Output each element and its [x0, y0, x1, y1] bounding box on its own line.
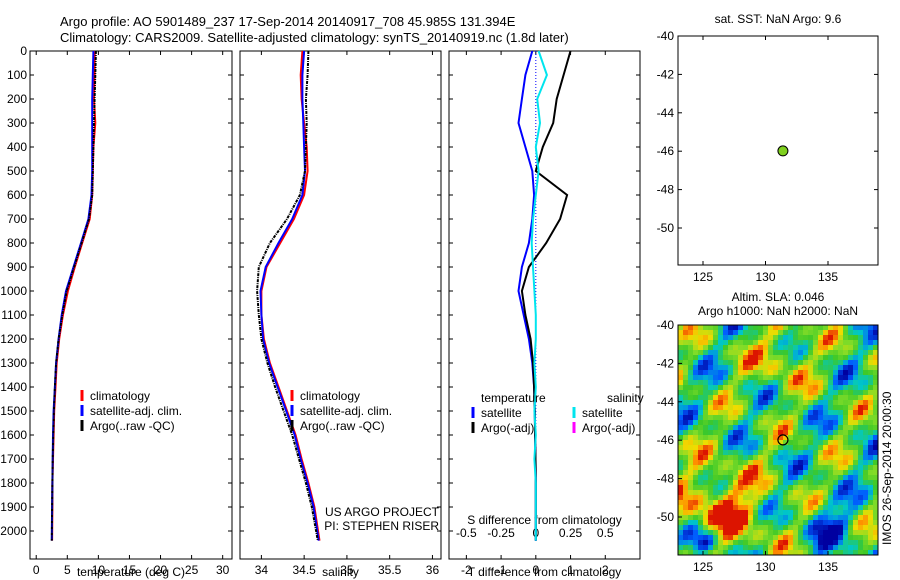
sla-map-y-tick-label: -48 — [657, 472, 675, 486]
sst-map-x-tick-label: 130 — [755, 270, 775, 284]
sst-map-y-tick-label: -40 — [657, 29, 675, 43]
sla-map-y-tick-label: -46 — [657, 433, 675, 447]
depth-tick-label: 1000 — [0, 284, 27, 298]
depth-tick-label: 1800 — [0, 476, 27, 490]
argo-position-marker — [777, 145, 789, 157]
climatology-title: Climatology: CARS2009. Satellite-adjuste… — [60, 30, 569, 45]
difference-x-tick-label: -2 — [461, 563, 472, 577]
sla-map-x-tick-label: 125 — [693, 560, 713, 574]
argo-position-circle — [777, 434, 789, 446]
sla-map-x-tick-label: 130 — [755, 560, 775, 574]
depth-tick-label: 1500 — [0, 404, 27, 418]
difference-legend-label: Argo(-adj) — [582, 421, 635, 435]
depth-tick-label: 1300 — [0, 356, 27, 370]
imos-timestamp-label: IMOS 26-Sep-2014 20:00:30 — [880, 391, 894, 545]
sst-map-y-tick-label: -50 — [657, 221, 675, 235]
temperature-x-tick-label: 0 — [33, 563, 40, 577]
depth-tick-label: 300 — [7, 116, 27, 130]
temperature-legend-label: satellite-adj. clim. — [90, 404, 182, 418]
difference-legend-label: Argo(-adj) — [481, 421, 534, 435]
salinity-legend-label: climatology — [300, 389, 360, 403]
salinity-legend-label: Argo(..raw -QC) — [300, 419, 385, 433]
salinity-x-axis-label: salinity — [322, 565, 359, 579]
salinity-diff-tick-label: 0.25 — [559, 526, 583, 540]
depth-tick-label: 200 — [7, 92, 27, 106]
sst-map-x-tick-label: 125 — [693, 270, 713, 284]
temperature-legend-label: climatology — [90, 389, 150, 403]
salinity-series-line — [256, 50, 319, 541]
depth-tick-label: 1600 — [0, 428, 27, 442]
difference-legend-label: satellite — [582, 406, 623, 420]
temperature-x-tick-label: 5 — [64, 563, 71, 577]
salinity-series-line — [259, 50, 320, 541]
temperature-x-tick-label: 25 — [185, 563, 199, 577]
sla-map-y-tick-label: -42 — [657, 356, 675, 370]
sst-map-x-tick-label: 135 — [818, 270, 838, 284]
depth-tick-label: 2000 — [0, 524, 27, 538]
sst-map-y-tick-label: -42 — [657, 67, 675, 81]
depth-tick-label: 1100 — [1, 308, 27, 322]
difference-plot-frame — [448, 50, 641, 560]
salinity-diff-tick-label: 0.5 — [597, 526, 614, 540]
sst-map-y-tick-label: -44 — [657, 106, 675, 120]
salinity-plot-frame — [239, 50, 442, 560]
depth-tick-label: 1400 — [0, 380, 27, 394]
sla-map-title: Altim. SLA: 0.046 — [732, 290, 825, 304]
profile-title: Argo profile: AO 5901489_237 17-Sep-2014… — [60, 14, 516, 29]
sla-map-y-tick-label: -40 — [657, 318, 675, 332]
salinity-diff-tick-label: -0.5 — [456, 526, 477, 540]
sla-heatmap-cells — [678, 325, 878, 555]
difference-x-tick-label: 2 — [602, 563, 609, 577]
depth-tick-label: 700 — [7, 212, 27, 226]
temperature-series-line — [50, 50, 97, 541]
depth-tick-label: 400 — [7, 140, 27, 154]
temperature-x-tick-label: 10 — [92, 563, 106, 577]
depth-tick-label: 0 — [20, 44, 27, 58]
temperature-x-tick-label: 30 — [216, 563, 230, 577]
depth-tick-label: 500 — [7, 164, 27, 178]
salinity-diff-axis-label: S difference from climatology — [467, 513, 622, 527]
sst-map-title: sat. SST: NaN Argo: 9.6 — [715, 12, 842, 26]
temperature-x-tick-label: 20 — [154, 563, 168, 577]
salinity-x-tick-label: 35 — [340, 563, 354, 577]
salinity-diff-tick-label: -0.25 — [487, 526, 515, 540]
depth-tick-label: 1900 — [0, 500, 27, 514]
temperature-x-tick-label: 15 — [123, 563, 137, 577]
difference-x-tick-label: 0 — [532, 563, 539, 577]
difference-x-tick-label: -1 — [496, 563, 507, 577]
temperature-legend-label: Argo(..raw -QC) — [90, 419, 175, 433]
temperature-x-axis-label: temperature (deg C) — [77, 565, 185, 579]
salinity-x-tick-label: 34 — [255, 563, 269, 577]
depth-tick-label: 1200 — [0, 332, 27, 346]
sst-map-y-tick-label: -46 — [657, 144, 675, 158]
salinity-x-tick-label: 34.5 — [292, 563, 316, 577]
difference-x-tick-label: 1 — [567, 563, 574, 577]
sla-map-x-tick-label: 135 — [818, 560, 838, 574]
depth-tick-label: 600 — [7, 188, 27, 202]
pi-annotation: PI: STEPHEN RISER — [324, 519, 439, 533]
sla-map-y-tick-label: -44 — [657, 395, 675, 409]
legend-salinity-title: salinity — [607, 391, 644, 405]
legend-temperature-title: temperature — [481, 391, 546, 405]
sst-map-y-tick-label: -48 — [657, 183, 675, 197]
temperature-plot-frame — [29, 50, 233, 560]
sla-map-subtitle: Argo h1000: NaN h2000: NaN — [698, 304, 858, 318]
depth-tick-label: 100 — [7, 68, 27, 82]
depth-tick-label: 900 — [7, 260, 27, 274]
difference-legend-label: satellite — [481, 406, 522, 420]
salinity-x-tick-label: 35.5 — [378, 563, 402, 577]
project-annotation: US ARGO PROJECT — [325, 505, 440, 519]
difference-x-axis-label: T difference from climatology — [468, 565, 622, 579]
difference-series-line — [530, 50, 548, 541]
depth-tick-label: 800 — [7, 236, 27, 250]
sla-map-y-tick-label: -50 — [657, 510, 675, 524]
salinity-legend-label: satellite-adj. clim. — [300, 404, 392, 418]
salinity-x-tick-label: 36 — [426, 563, 440, 577]
depth-tick-label: 1700 — [0, 452, 27, 466]
